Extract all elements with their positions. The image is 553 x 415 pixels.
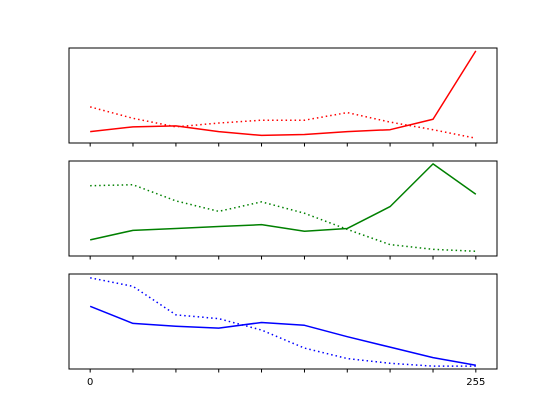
axes-frame-green [68,160,498,257]
series-green-solid [90,163,477,241]
axes-frame-red [68,47,498,144]
series-green-dotted [90,184,476,252]
series-red-solid [90,50,477,137]
x-tick-label-0: 0 [87,377,93,388]
x-tick-label-9: 255 [466,377,485,388]
panel-green [68,160,498,260]
panel-red [68,47,498,147]
panel-blue: 0 255 [68,273,498,388]
series-blue-solid [89,305,476,366]
axes-frame-blue [68,273,498,370]
series-blue-dotted [90,277,476,367]
